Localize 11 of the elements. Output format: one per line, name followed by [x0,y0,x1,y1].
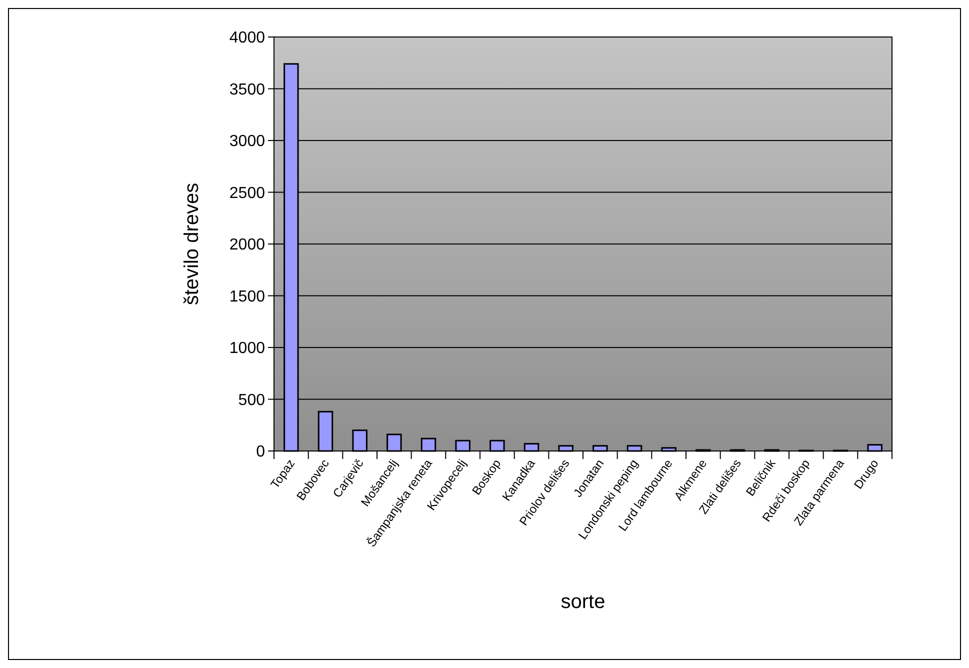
y-tick-label: 3000 [229,133,266,150]
y-tick-label: 2000 [229,236,266,254]
y-tick-label: 0 [256,444,266,461]
y-tick-label: 3500 [229,81,266,98]
y-tick-label: 2500 [229,184,266,202]
y-axis-title: število dreves [181,182,203,306]
x-axis-title: sorte [560,591,606,613]
y-tick-label: 1000 [229,340,266,358]
y-tick-label: 500 [238,392,266,409]
y-tick-label: 1500 [229,288,266,306]
y-tick-label: 4000 [229,30,266,47]
